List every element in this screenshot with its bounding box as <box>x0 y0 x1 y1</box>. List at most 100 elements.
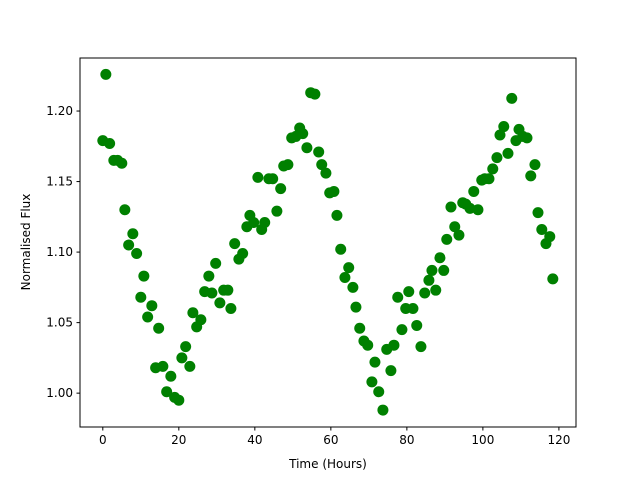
point <box>388 339 400 351</box>
point <box>187 307 199 319</box>
point <box>142 311 154 323</box>
point <box>529 159 541 171</box>
point <box>392 291 404 303</box>
point <box>419 287 431 299</box>
x-tick-label: 60 <box>323 433 338 447</box>
point <box>547 273 559 285</box>
point <box>313 146 325 158</box>
point <box>506 92 518 104</box>
point <box>536 224 548 236</box>
point <box>483 173 495 185</box>
point <box>229 238 241 250</box>
point <box>544 231 556 243</box>
point <box>252 171 264 183</box>
point <box>206 287 218 299</box>
point <box>403 286 415 298</box>
point <box>445 201 457 213</box>
point <box>532 207 544 219</box>
point <box>248 216 260 228</box>
point <box>350 301 362 313</box>
point <box>377 404 389 416</box>
point <box>135 291 147 303</box>
point <box>237 248 249 260</box>
point <box>309 88 321 100</box>
point <box>119 204 131 216</box>
point <box>472 204 484 216</box>
point <box>225 303 237 315</box>
point <box>502 147 514 159</box>
point <box>331 209 343 221</box>
point <box>525 170 537 182</box>
x-tick-label: 120 <box>547 433 570 447</box>
point <box>434 252 446 264</box>
x-tick-label: 40 <box>247 433 262 447</box>
point <box>153 322 165 334</box>
point <box>385 365 397 377</box>
point <box>195 314 207 326</box>
point <box>343 262 355 274</box>
point <box>441 233 453 245</box>
point <box>104 137 116 149</box>
point <box>347 281 359 293</box>
x-tick-label: 0 <box>99 433 107 447</box>
point <box>100 68 112 80</box>
point <box>415 341 427 353</box>
point <box>438 264 450 276</box>
point <box>487 163 499 175</box>
point <box>468 185 480 197</box>
point <box>214 297 226 309</box>
point <box>116 157 128 169</box>
point <box>354 322 366 334</box>
point <box>180 341 192 353</box>
point <box>449 221 461 233</box>
point <box>146 300 158 312</box>
point <box>494 129 506 141</box>
point <box>138 270 150 282</box>
point <box>426 264 438 276</box>
y-tick-label: 1.20 <box>46 104 73 118</box>
point <box>267 173 279 185</box>
point <box>184 360 196 372</box>
point <box>339 271 351 283</box>
point <box>297 128 309 140</box>
point <box>123 239 135 251</box>
point <box>259 216 271 228</box>
point <box>282 159 294 171</box>
y-tick-label: 1.10 <box>46 245 73 259</box>
point <box>316 159 328 171</box>
point <box>301 142 313 154</box>
point <box>369 356 381 368</box>
point <box>430 284 442 296</box>
point <box>328 185 340 197</box>
point <box>271 205 283 217</box>
y-axis-label: Normalised Flux <box>19 194 33 291</box>
point <box>498 121 510 133</box>
point <box>131 248 143 260</box>
point <box>210 257 222 269</box>
point <box>407 303 419 315</box>
point <box>396 324 408 336</box>
point <box>411 319 423 331</box>
point <box>521 132 533 144</box>
x-tick-label: 80 <box>399 433 414 447</box>
point <box>335 243 347 255</box>
y-tick-label: 1.05 <box>46 316 73 330</box>
y-tick-label: 1.00 <box>46 386 73 400</box>
point <box>275 183 287 195</box>
x-axis-label: Time (Hours) <box>288 457 367 471</box>
point <box>423 274 435 286</box>
x-tick-label: 100 <box>471 433 494 447</box>
point <box>366 376 378 388</box>
axes-frame <box>79 57 577 428</box>
point <box>373 386 385 398</box>
point <box>173 394 185 406</box>
point <box>362 339 374 351</box>
point <box>320 167 332 179</box>
y-tick-label: 1.15 <box>46 175 73 189</box>
point <box>127 228 139 240</box>
point <box>176 352 188 364</box>
point <box>165 370 177 382</box>
point <box>157 360 169 372</box>
point <box>203 270 215 282</box>
